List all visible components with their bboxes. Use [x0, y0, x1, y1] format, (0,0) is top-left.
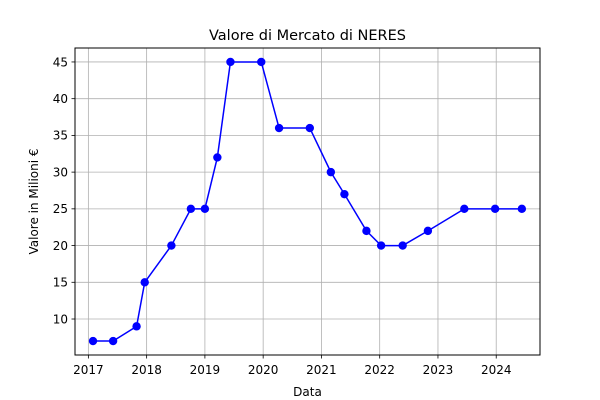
data-point [226, 57, 235, 67]
plot-frame [74, 47, 541, 356]
x-tick-label: 2023 [423, 363, 454, 377]
x-tick-label: 2018 [131, 363, 162, 377]
y-tick-label: 45 [53, 55, 68, 69]
y-tick-label: 30 [53, 165, 68, 179]
y-tick-label: 20 [53, 239, 68, 253]
x-tick-label: 2019 [190, 363, 221, 377]
data-point [213, 153, 222, 162]
x-tick-label: 2024 [481, 363, 512, 377]
data-point [305, 123, 315, 133]
x-tick-label: 2021 [306, 363, 337, 377]
x-tick-label: 2017 [73, 363, 104, 377]
data-point [517, 204, 527, 214]
data-point [362, 226, 371, 236]
y-tick-label: 35 [53, 129, 68, 143]
data-point [140, 278, 149, 287]
x-tick-label: 2022 [364, 363, 395, 377]
x-tick-label: 2020 [248, 363, 279, 377]
grid-lines [75, 48, 540, 355]
data-point [186, 204, 196, 214]
data-point [460, 204, 469, 214]
data-point [108, 336, 118, 346]
data-point [274, 123, 284, 133]
y-tick-label: 15 [53, 276, 68, 290]
y-tick-label: 10 [53, 312, 68, 326]
data-point [88, 336, 98, 346]
data-point [200, 204, 210, 214]
x-axis: 2017 2018 2019 2020 2021 2022 2023 2024 [73, 355, 511, 377]
y-axis-label: Valore in Milioni € [27, 148, 41, 254]
data-point [423, 226, 433, 236]
series-layer [88, 57, 527, 346]
x-axis-label: Data [293, 385, 322, 399]
data-point [340, 189, 349, 199]
y-axis: 10 15 20 25 30 35 40 45 [53, 55, 75, 326]
data-point [398, 241, 407, 250]
chart-title: Valore di Mercato di NERES [209, 28, 406, 44]
data-point [490, 204, 500, 214]
data-point [326, 167, 336, 177]
data-point [257, 57, 266, 67]
y-tick-label: 25 [53, 202, 68, 216]
data-point [132, 322, 141, 331]
data-point [376, 241, 386, 250]
data-point [167, 241, 176, 250]
y-tick-label: 40 [53, 92, 68, 106]
